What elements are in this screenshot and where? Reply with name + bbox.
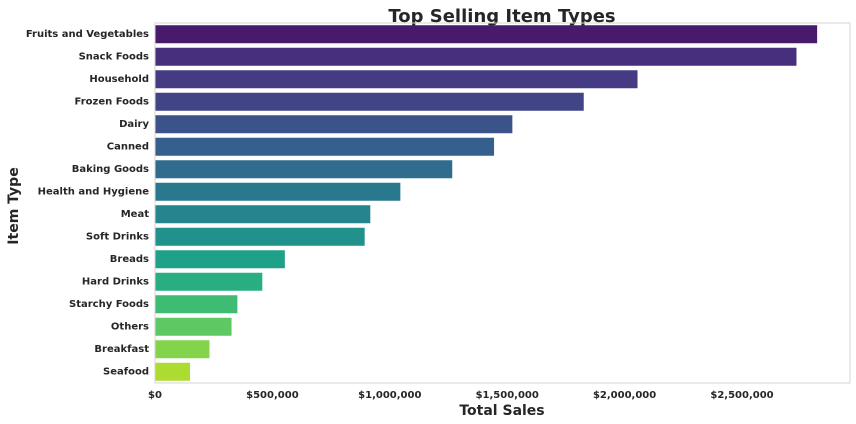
y-tick-labels: Fruits and Vegetables Snack Foods Househol… <box>26 29 150 378</box>
bar <box>155 317 232 336</box>
x-tick-label: $1,500,000 <box>476 390 539 401</box>
bar <box>155 160 453 179</box>
bar <box>155 295 238 314</box>
chart-title: Top Selling Item Types <box>388 6 615 27</box>
bar <box>155 205 371 224</box>
y-axis-label: Item Type <box>6 167 22 244</box>
y-tick-label: Soft Drinks <box>86 231 149 242</box>
bar <box>155 340 210 359</box>
y-tick-label: Frozen Foods <box>75 96 150 107</box>
y-tick-label: Starchy Foods <box>69 299 149 310</box>
x-tick-labels: $0 $500,000 $1,000,000 $1,500,000 $2,000,000… <box>148 390 774 401</box>
bar <box>155 362 190 381</box>
x-tick-label: $2,500,000 <box>710 390 773 401</box>
y-tick-label: Health and Hygiene <box>38 186 150 197</box>
y-tick-label: Seafood <box>103 366 149 377</box>
y-tick-label: Canned <box>107 141 149 152</box>
bar <box>155 182 401 201</box>
bar <box>155 137 495 156</box>
y-tick-label: Fruits and Vegetables <box>26 29 149 40</box>
bar <box>155 70 638 89</box>
y-tick-label: Breakfast <box>94 344 149 355</box>
x-tick-label: $2,000,000 <box>593 390 656 401</box>
y-tick-label: Meat <box>121 209 149 220</box>
y-tick-label: Hard Drinks <box>82 276 149 287</box>
bar <box>155 272 263 291</box>
bars-group <box>155 25 818 381</box>
plot-area-frame <box>154 22 851 384</box>
y-tick-label: Dairy <box>119 119 149 130</box>
y-tick-label: Baking Goods <box>72 164 149 175</box>
y-tick-label: Household <box>89 74 149 85</box>
bar <box>155 25 818 44</box>
y-tick-label: Snack Foods <box>79 51 149 62</box>
bar <box>155 250 285 269</box>
x-tick-label: $500,000 <box>246 390 299 401</box>
x-tick-label: $0 <box>148 390 162 401</box>
x-tick-label: $1,000,000 <box>358 390 421 401</box>
bar <box>155 47 797 66</box>
bar <box>155 115 513 134</box>
bar <box>155 92 584 111</box>
y-tick-label: Others <box>111 321 149 332</box>
x-axis-label: Total Sales <box>459 403 544 419</box>
y-tick-label: Breads <box>110 254 149 265</box>
bar <box>155 227 365 246</box>
